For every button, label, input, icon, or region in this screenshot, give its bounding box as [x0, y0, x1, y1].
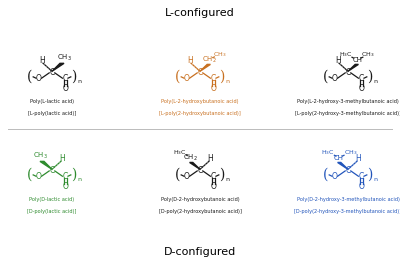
Text: C: C — [345, 166, 351, 175]
Text: CH$_3$: CH$_3$ — [32, 151, 48, 161]
Text: H: H — [355, 154, 361, 163]
Text: H: H — [207, 154, 213, 163]
Text: L-configured: L-configured — [165, 8, 235, 18]
Text: C: C — [62, 74, 68, 83]
Text: O: O — [62, 84, 68, 93]
Text: H: H — [187, 56, 193, 65]
Text: O: O — [358, 84, 364, 93]
Polygon shape — [52, 63, 64, 71]
Text: CH$_2$: CH$_2$ — [183, 153, 198, 163]
Text: [L-poly(2-hydroxybutanoic acid)]: [L-poly(2-hydroxybutanoic acid)] — [159, 111, 241, 116]
Text: ): ) — [219, 70, 225, 84]
Text: Poly(L-2-hydroxybutanoic acid): Poly(L-2-hydroxybutanoic acid) — [161, 99, 239, 104]
Text: H: H — [59, 154, 65, 163]
Text: C: C — [49, 166, 55, 175]
Text: H: H — [39, 56, 45, 65]
Text: O: O — [184, 172, 190, 181]
Text: n: n — [77, 79, 81, 84]
Text: [L-poly(lactic acid)]: [L-poly(lactic acid)] — [28, 111, 76, 116]
Text: (: ( — [175, 168, 181, 182]
Text: O: O — [36, 172, 42, 181]
Text: CH: CH — [334, 155, 344, 161]
Text: n: n — [77, 177, 81, 182]
Text: (: ( — [323, 168, 329, 182]
Text: O: O — [358, 182, 364, 191]
Text: CH$_3$: CH$_3$ — [344, 148, 357, 157]
Polygon shape — [40, 161, 52, 169]
Polygon shape — [338, 162, 348, 169]
Text: [D-poly(lactic acid)]: [D-poly(lactic acid)] — [27, 209, 77, 214]
Text: ): ) — [367, 70, 373, 84]
Text: H$_3$C: H$_3$C — [173, 148, 187, 157]
Text: O: O — [332, 74, 338, 83]
Text: C: C — [62, 172, 68, 181]
Text: C: C — [358, 172, 364, 181]
Text: [D-poly(2-hydroxybutanoic acid)]: [D-poly(2-hydroxybutanoic acid)] — [158, 209, 242, 214]
Text: ): ) — [219, 168, 225, 182]
Text: CH$_3$: CH$_3$ — [213, 50, 226, 59]
Text: n: n — [373, 177, 377, 182]
Text: (: ( — [175, 70, 181, 84]
Text: ): ) — [71, 70, 77, 84]
Text: n: n — [225, 177, 229, 182]
Text: (: ( — [323, 70, 329, 84]
Text: Poly(L-lactic acid): Poly(L-lactic acid) — [30, 99, 74, 104]
Text: C: C — [49, 68, 55, 77]
Polygon shape — [348, 64, 358, 71]
Text: Poly(D-2-hydroxy-3-methylbutanoic acid): Poly(D-2-hydroxy-3-methylbutanoic acid) — [296, 197, 400, 202]
Text: Poly(D-2-hydroxybutanoic acid): Poly(D-2-hydroxybutanoic acid) — [161, 197, 239, 202]
Text: O: O — [36, 74, 42, 83]
Text: CH: CH — [352, 57, 362, 63]
Text: C: C — [210, 172, 216, 181]
Text: CH$_2$: CH$_2$ — [202, 55, 217, 65]
Text: ): ) — [367, 168, 373, 182]
Text: C: C — [197, 68, 203, 77]
Polygon shape — [200, 64, 210, 71]
Text: H$_3$C: H$_3$C — [321, 148, 334, 157]
Text: O: O — [62, 182, 68, 191]
Text: C: C — [210, 74, 216, 83]
Text: C: C — [345, 68, 351, 77]
Text: Poly(L-2-hydroxy-3-methylbutanoic acid): Poly(L-2-hydroxy-3-methylbutanoic acid) — [297, 99, 399, 104]
Text: [D-poly(2-hydroxy-3-methylbutanoic acid)]: [D-poly(2-hydroxy-3-methylbutanoic acid)… — [294, 209, 400, 214]
Text: O: O — [184, 74, 190, 83]
Text: Poly(D-lactic acid): Poly(D-lactic acid) — [30, 197, 74, 202]
Text: O: O — [210, 182, 216, 191]
Text: C: C — [358, 74, 364, 83]
Text: (: ( — [27, 70, 33, 84]
Text: (: ( — [27, 168, 33, 182]
Text: n: n — [373, 79, 377, 84]
Text: H: H — [335, 56, 341, 65]
Text: O: O — [210, 84, 216, 93]
Text: D-configured: D-configured — [164, 247, 236, 257]
Text: O: O — [332, 172, 338, 181]
Text: H$_3$C: H$_3$C — [339, 50, 352, 59]
Text: CH$_3$: CH$_3$ — [361, 50, 375, 59]
Polygon shape — [190, 162, 200, 169]
Text: ): ) — [71, 168, 77, 182]
Text: C: C — [197, 166, 203, 175]
Text: n: n — [225, 79, 229, 84]
Text: CH$_3$: CH$_3$ — [56, 53, 72, 63]
Text: [L-poly(2-hydroxy-3-methylbutanoic acid)]: [L-poly(2-hydroxy-3-methylbutanoic acid)… — [295, 111, 400, 116]
